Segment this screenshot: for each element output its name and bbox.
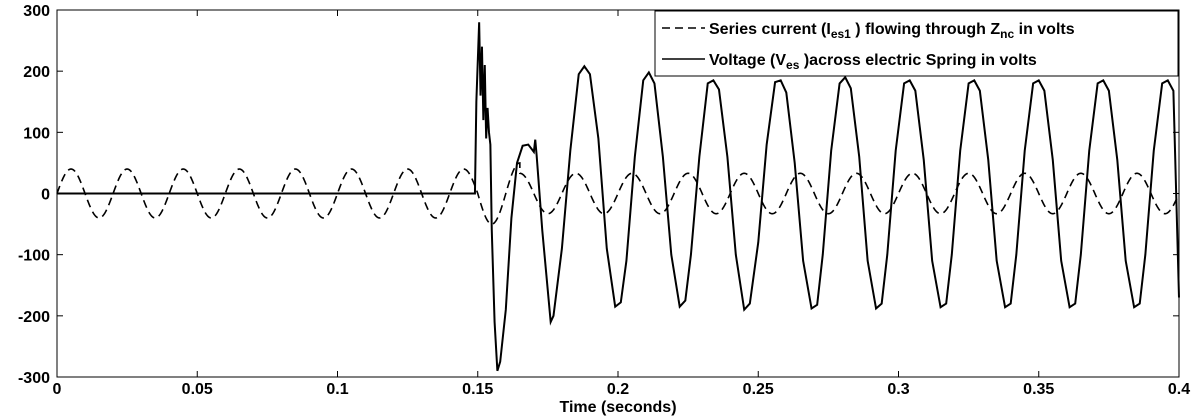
legend-label-2: Voltage (Ves )across electric Spring in … xyxy=(709,52,1037,72)
y-tick-label: -100 xyxy=(18,248,50,265)
x-tick-label: 0.1 xyxy=(326,381,348,398)
x-tick-label: 0 xyxy=(53,381,62,398)
x-tick-label: 0.4 xyxy=(1168,381,1190,398)
x-tick-label: 0.25 xyxy=(743,381,774,398)
y-tick-label: 300 xyxy=(23,3,50,20)
legend-label-1: Series current (Ies1 ) flowing through Z… xyxy=(709,21,1075,41)
y-tick-label: 0 xyxy=(41,187,50,204)
y-tick-label: 100 xyxy=(23,125,50,142)
plot-area xyxy=(56,22,1180,372)
axis-ticks: 0 0.05 0.1 0.15 0.2 0.25 0.3 0.35 0.4 -300 -200 -10… xyxy=(18,3,1190,398)
legend-box xyxy=(654,10,1179,77)
series-line-2 xyxy=(57,22,1180,372)
x-tick-label: 0.05 xyxy=(182,381,213,398)
y-tick-label: -300 xyxy=(18,370,50,387)
x-tick-label: 0.3 xyxy=(887,381,909,398)
y-tick-label: -200 xyxy=(18,309,50,326)
x-tick-label: 0.15 xyxy=(462,381,493,398)
x-axis-title: Time (seconds) xyxy=(559,399,676,416)
x-tick-label: 0.35 xyxy=(1023,381,1054,398)
legend: Series current (Ies1 ) flowing through Z… xyxy=(654,10,1179,77)
x-tick-label: 0.2 xyxy=(607,381,629,398)
y-tick-label: 200 xyxy=(23,64,50,81)
